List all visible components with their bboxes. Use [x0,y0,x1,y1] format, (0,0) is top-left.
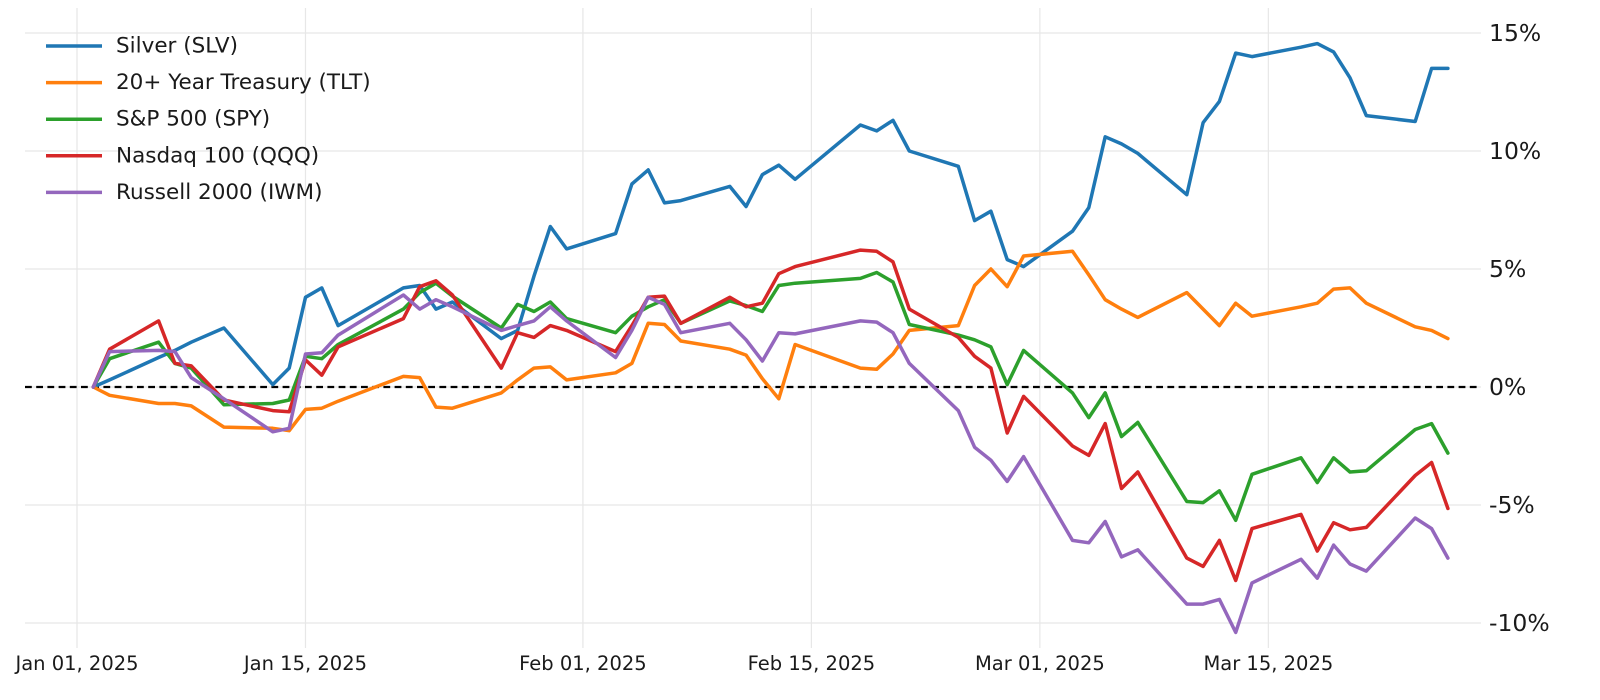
x-tick-label: Mar 01, 2025 [975,652,1105,675]
legend: Silver (SLV) 20+ Year Treasury (TLT) S&P 5… [46,34,371,205]
y-tick-label: 10% [1489,137,1541,165]
series-line-iwm [91,293,1450,635]
series-line-slv [91,41,1450,389]
x-tick-label: Mar 15, 2025 [1203,652,1333,675]
series-line-qqq [91,248,1450,583]
x-tick-label: Feb 01, 2025 [519,652,647,675]
x-tick-label: Jan 15, 2025 [242,652,367,675]
legend-label: Russell 2000 (IWM) [116,180,323,205]
legend-label: 20+ Year Treasury (TLT) [116,70,371,95]
legend-label: Silver (SLV) [116,34,238,59]
x-tick-label: Feb 15, 2025 [748,652,876,675]
y-tick-label: -10% [1489,609,1550,637]
series-line-tlt [91,249,1450,433]
y-tick-label: 0% [1489,373,1526,401]
y-axis-tick-labels: 15% 10% 5% 0% -5% -10% [1489,19,1550,637]
legend-label: S&P 500 (SPY) [116,107,270,132]
x-tick-label: Jan 01, 2025 [13,652,138,675]
y-tick-label: -5% [1489,491,1535,519]
legend-label: Nasdaq 100 (QQQ) [116,143,319,168]
x-axis-tick-labels: Jan 01, 2025 Jan 15, 2025 Feb 01, 2025 Feb … [13,652,1333,675]
series-line-spy [91,270,1450,523]
y-tick-label: 15% [1489,19,1541,47]
series-lines [91,41,1450,635]
vertical-gridlines [76,8,1269,648]
y-tick-label: 5% [1489,255,1526,283]
